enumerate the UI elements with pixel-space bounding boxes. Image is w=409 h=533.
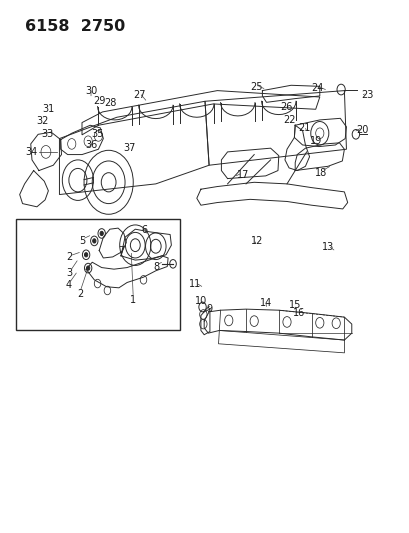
Bar xyxy=(16,219,180,330)
Text: 29: 29 xyxy=(93,96,106,106)
Text: 3: 3 xyxy=(67,269,72,278)
Circle shape xyxy=(100,231,103,236)
Text: 4: 4 xyxy=(66,280,72,290)
Text: 2: 2 xyxy=(66,253,73,262)
Text: 27: 27 xyxy=(133,90,145,100)
Text: 31: 31 xyxy=(42,104,54,114)
Text: 32: 32 xyxy=(36,116,49,126)
Circle shape xyxy=(84,253,88,257)
Text: 6158  2750: 6158 2750 xyxy=(25,19,125,34)
Text: 23: 23 xyxy=(360,90,372,100)
Text: 7: 7 xyxy=(118,246,124,255)
Circle shape xyxy=(92,239,96,243)
Circle shape xyxy=(86,266,90,270)
Text: 16: 16 xyxy=(292,309,305,318)
Text: 14: 14 xyxy=(259,298,271,308)
Text: 6: 6 xyxy=(141,225,147,235)
Text: 22: 22 xyxy=(283,116,295,125)
Text: 17: 17 xyxy=(236,170,248,180)
Text: 15: 15 xyxy=(288,300,301,310)
Text: 10: 10 xyxy=(194,296,207,305)
Text: 21: 21 xyxy=(298,123,310,133)
Text: 13: 13 xyxy=(321,243,333,252)
Text: 36: 36 xyxy=(85,140,97,150)
Text: 20: 20 xyxy=(355,125,368,134)
Text: 9: 9 xyxy=(207,304,212,314)
Text: 33: 33 xyxy=(41,130,53,139)
Text: 19: 19 xyxy=(309,136,321,146)
Text: 8: 8 xyxy=(153,262,159,271)
Text: 2: 2 xyxy=(76,289,83,299)
Text: 18: 18 xyxy=(315,168,327,178)
Text: 28: 28 xyxy=(104,99,117,108)
Text: 34: 34 xyxy=(25,148,37,157)
Text: 24: 24 xyxy=(311,84,323,93)
Text: 1: 1 xyxy=(130,295,136,304)
Text: 25: 25 xyxy=(249,83,262,92)
Text: 35: 35 xyxy=(91,130,103,139)
Text: 26: 26 xyxy=(280,102,292,111)
Text: 11: 11 xyxy=(189,279,201,288)
Text: 5: 5 xyxy=(79,236,85,246)
Text: 30: 30 xyxy=(85,86,97,95)
Text: 12: 12 xyxy=(250,236,262,246)
Text: 37: 37 xyxy=(123,143,135,153)
